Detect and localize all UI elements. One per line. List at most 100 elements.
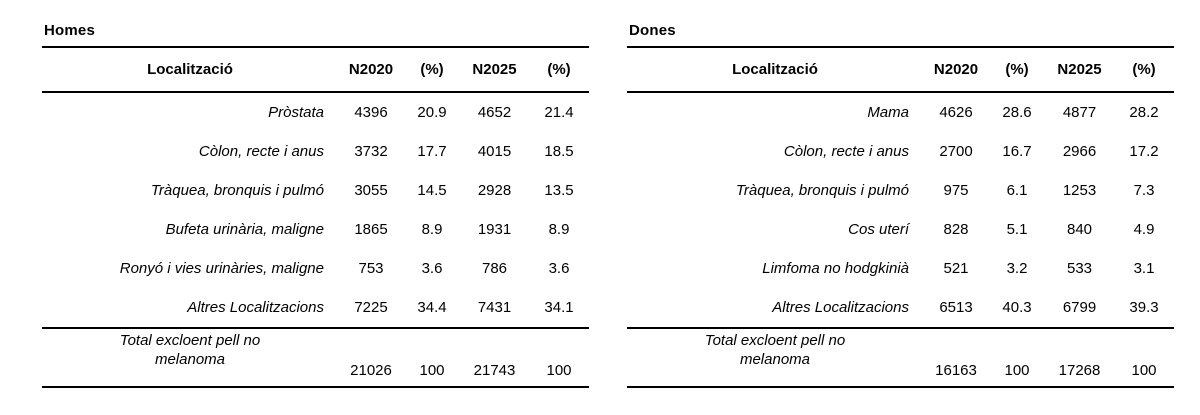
pct2020-cell: 28.6 [1002, 104, 1032, 121]
pct2025-cell: 34.1 [529, 288, 589, 329]
table-section-dones: Dones Localització N2020 (%) N2025 (%) [627, 20, 1174, 388]
n2020-cell: 521 [943, 260, 969, 277]
total-label: Total excloent pell no melanoma [119, 332, 261, 368]
table-row: Còlon, recte i anus 3732 17.7 4015 18.5 [42, 132, 589, 171]
table-row: Bufeta urinària, maligne 1865 8.9 1931 8… [42, 210, 589, 249]
pct2025-cell: 28.2 [1129, 104, 1159, 121]
pct2020-cell: 20.9 [417, 104, 447, 121]
n2025-cell: 7431 [460, 288, 529, 329]
n2020-cell: 4626 [939, 104, 973, 121]
total-pct2025-cell: 100 [529, 328, 589, 388]
column-header-n2025: N2025 [460, 48, 529, 93]
n2020-cell: 1865 [354, 221, 388, 238]
total-label-cell: Total excloent pell no melanoma [627, 328, 923, 388]
localitzacio-cell: Altres Localitzacions [627, 288, 923, 329]
pct2025-cell: 7.3 [1133, 182, 1155, 199]
n2020-cell: 4396 [354, 104, 388, 121]
header-row: Localització N2020 (%) N2025 (%) [42, 48, 589, 93]
n2020-cell: 2700 [939, 143, 973, 160]
pct2025-cell: 3.6 [548, 260, 570, 277]
table-row-altres: Altres Localitzacions 6513 40.3 6799 39.… [627, 288, 1174, 329]
column-header-pct-2025: (%) [529, 48, 589, 93]
header-row: Localització N2020 (%) N2025 (%) [627, 48, 1174, 93]
pct2025-cell: 3.1 [1133, 260, 1155, 277]
n2025-cell: 6799 [1045, 288, 1114, 329]
table-row: Mama 4626 28.6 4877 28.2 [627, 92, 1174, 132]
pct2025-cell: 39.3 [1114, 288, 1174, 329]
localitzacio-cell: Bufeta urinària, maligne [165, 221, 324, 238]
table-row-altres: Altres Localitzacions 7225 34.4 7431 34.… [42, 288, 589, 329]
pct2020-cell: 17.7 [417, 143, 447, 160]
table-row: Tràquea, bronquis i pulmó 3055 14.5 2928… [42, 171, 589, 210]
localitzacio-cell: Còlon, recte i anus [783, 143, 909, 160]
n2025-cell: 1931 [477, 221, 512, 238]
n2025-cell: 4652 [477, 104, 512, 121]
n2025-cell: 533 [1066, 260, 1093, 277]
column-header-localitzacio: Localització [627, 48, 923, 93]
column-header-pct-2025: (%) [1114, 48, 1174, 93]
column-header-n2020: N2020 [338, 48, 404, 93]
pct2020-cell: 3.6 [421, 260, 443, 277]
tables-container: Homes Localització N2020 (%) N2025 (%) [42, 20, 1174, 388]
table-title-dones: Dones [627, 20, 1174, 48]
table-row: Tràquea, bronquis i pulmó 975 6.1 1253 7… [627, 171, 1174, 210]
n2020-cell: 3732 [354, 143, 388, 160]
localitzacio-cell: Altres Localitzacions [42, 288, 338, 329]
n2020-cell: 753 [358, 260, 384, 277]
n2025-cell: 4877 [1062, 104, 1097, 121]
n2025-cell: 1253 [1062, 182, 1097, 199]
total-pct2025-cell: 100 [1114, 328, 1174, 388]
table-section-homes: Homes Localització N2020 (%) N2025 (%) [42, 20, 589, 388]
total-row: Total excloent pell no melanoma 16163 10… [627, 328, 1174, 388]
table-row: Limfoma no hodgkinià 521 3.2 533 3.1 [627, 249, 1174, 288]
column-header-localitzacio: Localització [42, 48, 338, 93]
n2020-cell: 6513 [923, 288, 989, 329]
total-pct2020-cell: 100 [989, 328, 1045, 388]
pct2025-cell: 18.5 [544, 143, 574, 160]
total-n2025-cell: 21743 [460, 328, 529, 388]
n2025-cell: 2928 [477, 182, 512, 199]
pct2020-cell: 34.4 [404, 288, 460, 329]
pct2025-cell: 13.5 [544, 182, 574, 199]
n2020-cell: 7225 [338, 288, 404, 329]
n2025-cell: 4015 [477, 143, 512, 160]
pct2020-cell: 8.9 [421, 221, 443, 238]
pct2025-cell: 8.9 [548, 221, 570, 238]
localitzacio-cell: Còlon, recte i anus [198, 143, 324, 160]
localitzacio-cell: Cos uterí [848, 221, 909, 238]
pct2025-cell: 21.4 [544, 104, 574, 121]
column-header-pct-2020: (%) [404, 48, 460, 93]
table-title-homes: Homes [42, 20, 589, 48]
n2025-cell: 786 [481, 260, 508, 277]
total-n2020-cell: 21026 [338, 328, 404, 388]
cancer-table-homes: Localització N2020 (%) N2025 (%) Pròstat… [42, 48, 589, 388]
column-header-n2025: N2025 [1045, 48, 1114, 93]
n2025-cell: 840 [1066, 221, 1093, 238]
total-row: Total excloent pell no melanoma 21026 10… [42, 328, 589, 388]
localitzacio-cell: Limfoma no hodgkinià [762, 260, 909, 277]
n2020-cell: 975 [943, 182, 969, 199]
n2025-cell: 2966 [1062, 143, 1097, 160]
n2020-cell: 828 [943, 221, 969, 238]
cancer-table-dones: Localització N2020 (%) N2025 (%) Mama 46… [627, 48, 1174, 388]
table-row: Ronyó i vies urinàries, maligne 753 3.6 … [42, 249, 589, 288]
total-pct2020-cell: 100 [404, 328, 460, 388]
column-header-n2020: N2020 [923, 48, 989, 93]
total-n2025-cell: 17268 [1045, 328, 1114, 388]
localitzacio-cell: Mama [867, 104, 909, 121]
total-label: Total excloent pell no melanoma [704, 332, 846, 368]
table-row: Pròstata 4396 20.9 4652 21.4 [42, 92, 589, 132]
pct2020-cell: 5.1 [1006, 221, 1028, 238]
localitzacio-cell: Tràquea, bronquis i pulmó [150, 182, 324, 199]
total-n2020-cell: 16163 [923, 328, 989, 388]
pct2020-cell: 3.2 [1006, 260, 1028, 277]
pct2020-cell: 14.5 [417, 182, 447, 199]
pct2025-cell: 4.9 [1133, 221, 1155, 238]
n2020-cell: 3055 [354, 182, 388, 199]
pct2025-cell: 17.2 [1129, 143, 1159, 160]
pct2020-cell: 40.3 [989, 288, 1045, 329]
pct2020-cell: 16.7 [1002, 143, 1032, 160]
total-label-cell: Total excloent pell no melanoma [42, 328, 338, 388]
table-row: Cos uterí 828 5.1 840 4.9 [627, 210, 1174, 249]
